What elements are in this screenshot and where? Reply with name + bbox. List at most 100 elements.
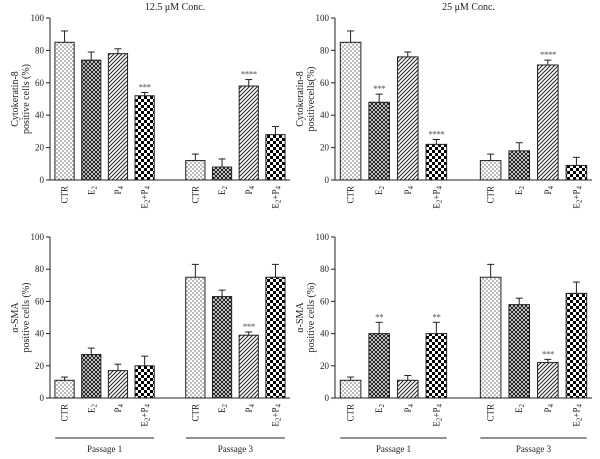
y-tick-label: 100: [31, 13, 45, 23]
category-label: P4: [113, 186, 125, 195]
y-axis-label: Cytokeratin-8: [10, 71, 21, 127]
category-label: E2+P4: [140, 186, 152, 209]
category-label: E2: [86, 404, 98, 414]
significance-label: ***: [373, 84, 386, 94]
y-tick-label: 80: [320, 45, 330, 55]
category-label: E2: [374, 404, 386, 414]
y-tick-label: 60: [35, 296, 45, 306]
y-tick-label: 20: [35, 361, 45, 371]
category-label: P4: [543, 404, 555, 413]
category-label: E2+P4: [431, 186, 443, 209]
bar: [508, 304, 531, 399]
category-label: E2+P4: [571, 404, 583, 427]
y-tick-label: 40: [320, 329, 330, 339]
y-tick-label: 0: [325, 393, 330, 403]
bar: [479, 160, 502, 181]
category-label: CTR: [190, 186, 200, 204]
category-label: E2+P4: [270, 404, 282, 427]
significance-label: ***: [542, 349, 555, 359]
category-label: P4: [543, 186, 555, 195]
significance-label: **: [432, 312, 441, 322]
category-label: E2+P4: [431, 404, 443, 427]
category-label: CTR: [486, 186, 496, 204]
y-tick-label: 0: [40, 175, 45, 185]
category-label: CTR: [60, 404, 70, 422]
chart-panel-cytokeratin-25: 0 20 40 60 80 100 Cytokeratin-8 positivecells(%…: [295, 2, 592, 209]
bar: [81, 59, 102, 181]
y-axis-label: positivecells(%): [306, 67, 317, 132]
y-tick-label: 20: [35, 143, 45, 153]
category-label: E2: [514, 404, 526, 414]
group-label: Passage 1: [376, 444, 411, 454]
y-axis-label: positive cells (%): [21, 283, 32, 353]
y-tick-label: 80: [35, 45, 45, 55]
bar: [81, 354, 102, 399]
bar: [396, 379, 419, 399]
bar: [537, 362, 559, 399]
group-label: Passage 3: [516, 444, 552, 454]
y-tick-label: 20: [320, 361, 330, 371]
y-tick-label: 0: [40, 393, 45, 403]
y-tick-label: 40: [320, 110, 330, 120]
significance-label: ****: [428, 130, 445, 140]
bar: [479, 276, 502, 399]
bar: [339, 41, 362, 181]
category-label: CTR: [190, 404, 200, 422]
bar: [238, 85, 259, 181]
chart-panel-sma-25: 0 20 40 60 80 100 α-SMA positive cells (%) CTR **…: [295, 232, 592, 454]
bar: [134, 95, 155, 181]
bar: [107, 53, 129, 181]
y-tick-label: 80: [35, 264, 45, 274]
y-tick-label: 60: [320, 78, 330, 88]
y-tick-label: 20: [320, 143, 330, 153]
bar: [107, 370, 129, 399]
bar: [368, 333, 390, 399]
category-label: E2+P4: [270, 186, 282, 209]
bar: [339, 379, 362, 399]
significance-label: ****: [540, 50, 557, 60]
category-label: P4: [244, 186, 256, 195]
bar: [265, 134, 286, 181]
bar: [211, 166, 233, 181]
group-label: Passage 3: [218, 444, 254, 454]
significance-label: ****: [241, 70, 258, 80]
bar: [211, 296, 233, 399]
y-tick-label: 100: [316, 232, 330, 242]
bar: [54, 379, 75, 399]
y-tick-label: 60: [320, 296, 330, 306]
bar: [134, 365, 155, 399]
bar: [265, 276, 286, 399]
y-tick-label: 40: [35, 329, 45, 339]
category-label: E2+P4: [140, 404, 152, 427]
y-tick-label: 80: [320, 264, 330, 274]
category-label: P4: [403, 186, 415, 195]
category-label: E2+P4: [571, 186, 583, 209]
category-label: E2: [374, 186, 386, 196]
significance-label: **: [375, 312, 384, 322]
category-label: E2: [86, 186, 98, 196]
chart-title: 25 μM Conc.: [442, 2, 495, 13]
bar: [565, 164, 588, 181]
category-label: E2: [217, 404, 229, 414]
bar: [508, 150, 531, 181]
significance-label: ***: [243, 322, 256, 332]
significance-label: ***: [139, 83, 152, 93]
y-axis-label: α-SMA: [10, 302, 21, 333]
bar: [238, 334, 259, 399]
bar: [185, 160, 206, 181]
bar: [425, 333, 448, 399]
y-tick-label: 40: [35, 110, 45, 120]
y-axis-label: Cytokeratin-8: [295, 71, 306, 127]
y-tick-label: 100: [31, 232, 45, 242]
y-axis-label: positive cells (%): [21, 64, 32, 134]
chart-panel-cytokeratin-12-5: 0 20 40 60 80 100 Cytokeratin-8 positive cells …: [10, 2, 290, 209]
y-tick-label: 100: [316, 13, 330, 23]
category-label: E2: [217, 186, 229, 196]
chart-title: 12.5 μM Conc.: [145, 2, 205, 13]
y-axis-label: positive cells (%): [306, 283, 317, 353]
category-label: E2: [514, 186, 526, 196]
chart-panel-sma-12-5: 0 20 40 60 80 100 α-SMA positive cells (%) CTR E2…: [10, 232, 290, 454]
group-label: Passage 1: [87, 444, 122, 454]
category-label: P4: [113, 404, 125, 413]
